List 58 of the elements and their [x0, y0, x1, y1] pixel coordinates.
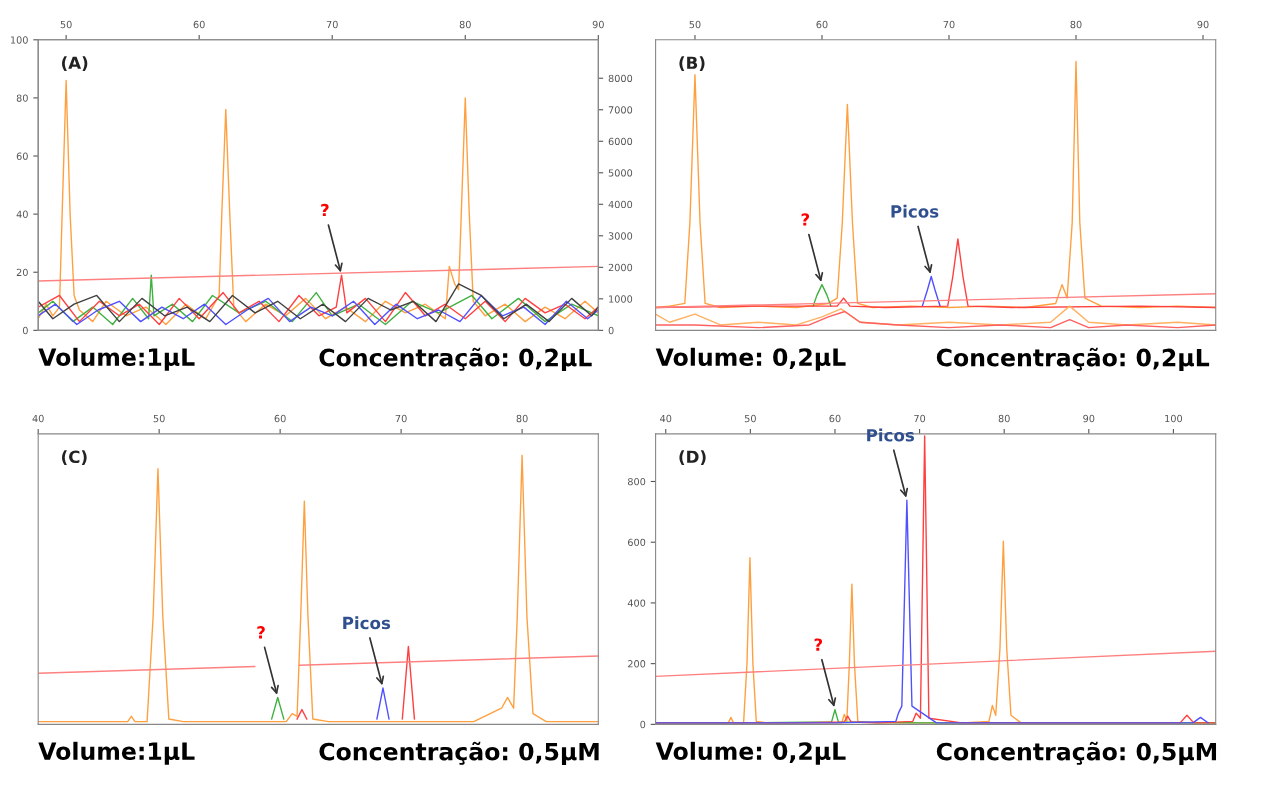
y2-tick-label: 3000	[608, 232, 633, 240]
x-tick-label: 50	[153, 414, 165, 423]
y2-tick-label: 8000	[608, 74, 633, 83]
text: Volume:1µL	[38, 741, 195, 765]
x-tick-label: 70	[326, 20, 338, 29]
y-tick-label: 0	[640, 720, 646, 729]
y2-tick-label: 5000	[608, 169, 633, 177]
x-tick-label: 70	[395, 414, 407, 423]
x-tick-label: 90	[1083, 414, 1095, 423]
annotation: Picos	[891, 204, 939, 218]
y2-tick-label: 4000	[608, 200, 633, 209]
x-tick-label: 80	[516, 414, 528, 423]
x-tick-label: 40	[32, 414, 44, 423]
text: Concentração: 0,5µM	[319, 741, 599, 766]
text: Concentração: 0,5µM	[936, 741, 1217, 766]
text: Volume:1µL	[38, 347, 195, 371]
y-tick-label: 20	[16, 268, 28, 277]
y-tick-label: 400	[627, 599, 646, 607]
x-tick-label: 60	[829, 414, 841, 423]
y2-tick-label: 6000	[608, 137, 633, 146]
y2-tick-label: 2000	[608, 263, 633, 272]
x-tick-label: 80	[459, 20, 471, 29]
y-tick-label: 80	[16, 94, 28, 102]
annotation: Picos	[343, 616, 391, 630]
x-tick-label: 60	[816, 20, 828, 29]
x-tick-label: 90	[592, 20, 604, 29]
y2-tick-label: 7000	[608, 106, 633, 114]
x-tick-label: 80	[998, 414, 1010, 423]
y-tick-label: 800	[627, 477, 646, 486]
y-tick-label: 100	[10, 36, 28, 44]
y-tick-label: 0	[22, 326, 28, 335]
x-tick-label: 50	[689, 20, 701, 29]
annotation: ?	[257, 626, 265, 639]
y-tick-label: 200	[628, 660, 646, 668]
x-tick-label: 60	[274, 414, 286, 423]
chart-title: (C)	[62, 450, 87, 466]
text: Volume: 0,2µL	[655, 741, 846, 765]
x-tick-label: 80	[1070, 20, 1082, 29]
y-tick-label: 600	[627, 538, 646, 547]
text: Volume: 0,2µL	[655, 347, 846, 371]
x-tick-label: 60	[193, 20, 205, 29]
x-tick-label: 70	[943, 20, 955, 29]
x-tick-label: 50	[60, 20, 72, 29]
x-tick-label: 100	[1165, 414, 1183, 423]
text: Concentração: 0,2µL	[936, 347, 1210, 372]
x-tick-label: 70	[914, 414, 926, 423]
annotation: ?	[801, 213, 810, 226]
y2-tick-label: 0	[608, 326, 614, 335]
chart-title: (B)	[679, 56, 705, 72]
y-tick-label: 40	[16, 210, 28, 218]
text: (A)	[62, 56, 88, 72]
x-tick-label: 90	[1197, 20, 1209, 29]
y2-tick-label: 1000	[609, 295, 633, 303]
x-tick-label: 50	[744, 414, 756, 423]
text: Concentração: 0,2µL	[319, 347, 592, 372]
annotation: ?	[321, 203, 329, 217]
x-tick-label: 40	[660, 414, 672, 423]
y-tick-label: 60	[16, 152, 28, 160]
